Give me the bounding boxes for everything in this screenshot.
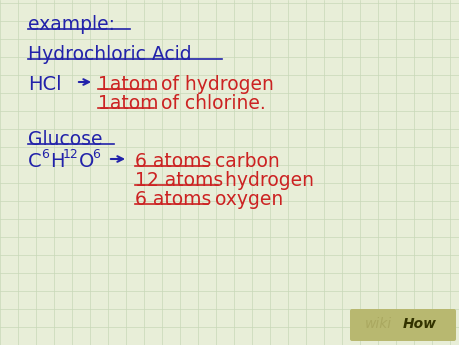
Text: 1atom: 1atom (98, 94, 158, 113)
Text: wiki: wiki (364, 317, 391, 331)
Text: Glucose: Glucose (28, 130, 102, 149)
Text: How: How (402, 317, 436, 331)
Text: 12: 12 (63, 148, 78, 161)
Text: 6 atoms: 6 atoms (134, 152, 211, 171)
FancyBboxPatch shape (349, 309, 455, 341)
Text: H: H (50, 152, 64, 171)
Text: 6: 6 (92, 148, 100, 161)
Text: 12 atoms: 12 atoms (134, 171, 223, 190)
Text: hydrogen: hydrogen (218, 171, 313, 190)
Text: O: O (79, 152, 94, 171)
Text: 1atom: 1atom (98, 75, 158, 94)
Text: Hydrochloric Acid: Hydrochloric Acid (28, 45, 191, 64)
Text: 6: 6 (41, 148, 49, 161)
Text: 6 atoms: 6 atoms (134, 190, 211, 209)
Text: example:: example: (28, 15, 115, 34)
Text: carbon: carbon (208, 152, 279, 171)
Text: of chlorine.: of chlorine. (155, 94, 265, 113)
Text: oxygen: oxygen (208, 190, 283, 209)
Text: of hydrogen: of hydrogen (155, 75, 273, 94)
Text: C: C (28, 152, 41, 171)
Text: HCl: HCl (28, 75, 62, 94)
